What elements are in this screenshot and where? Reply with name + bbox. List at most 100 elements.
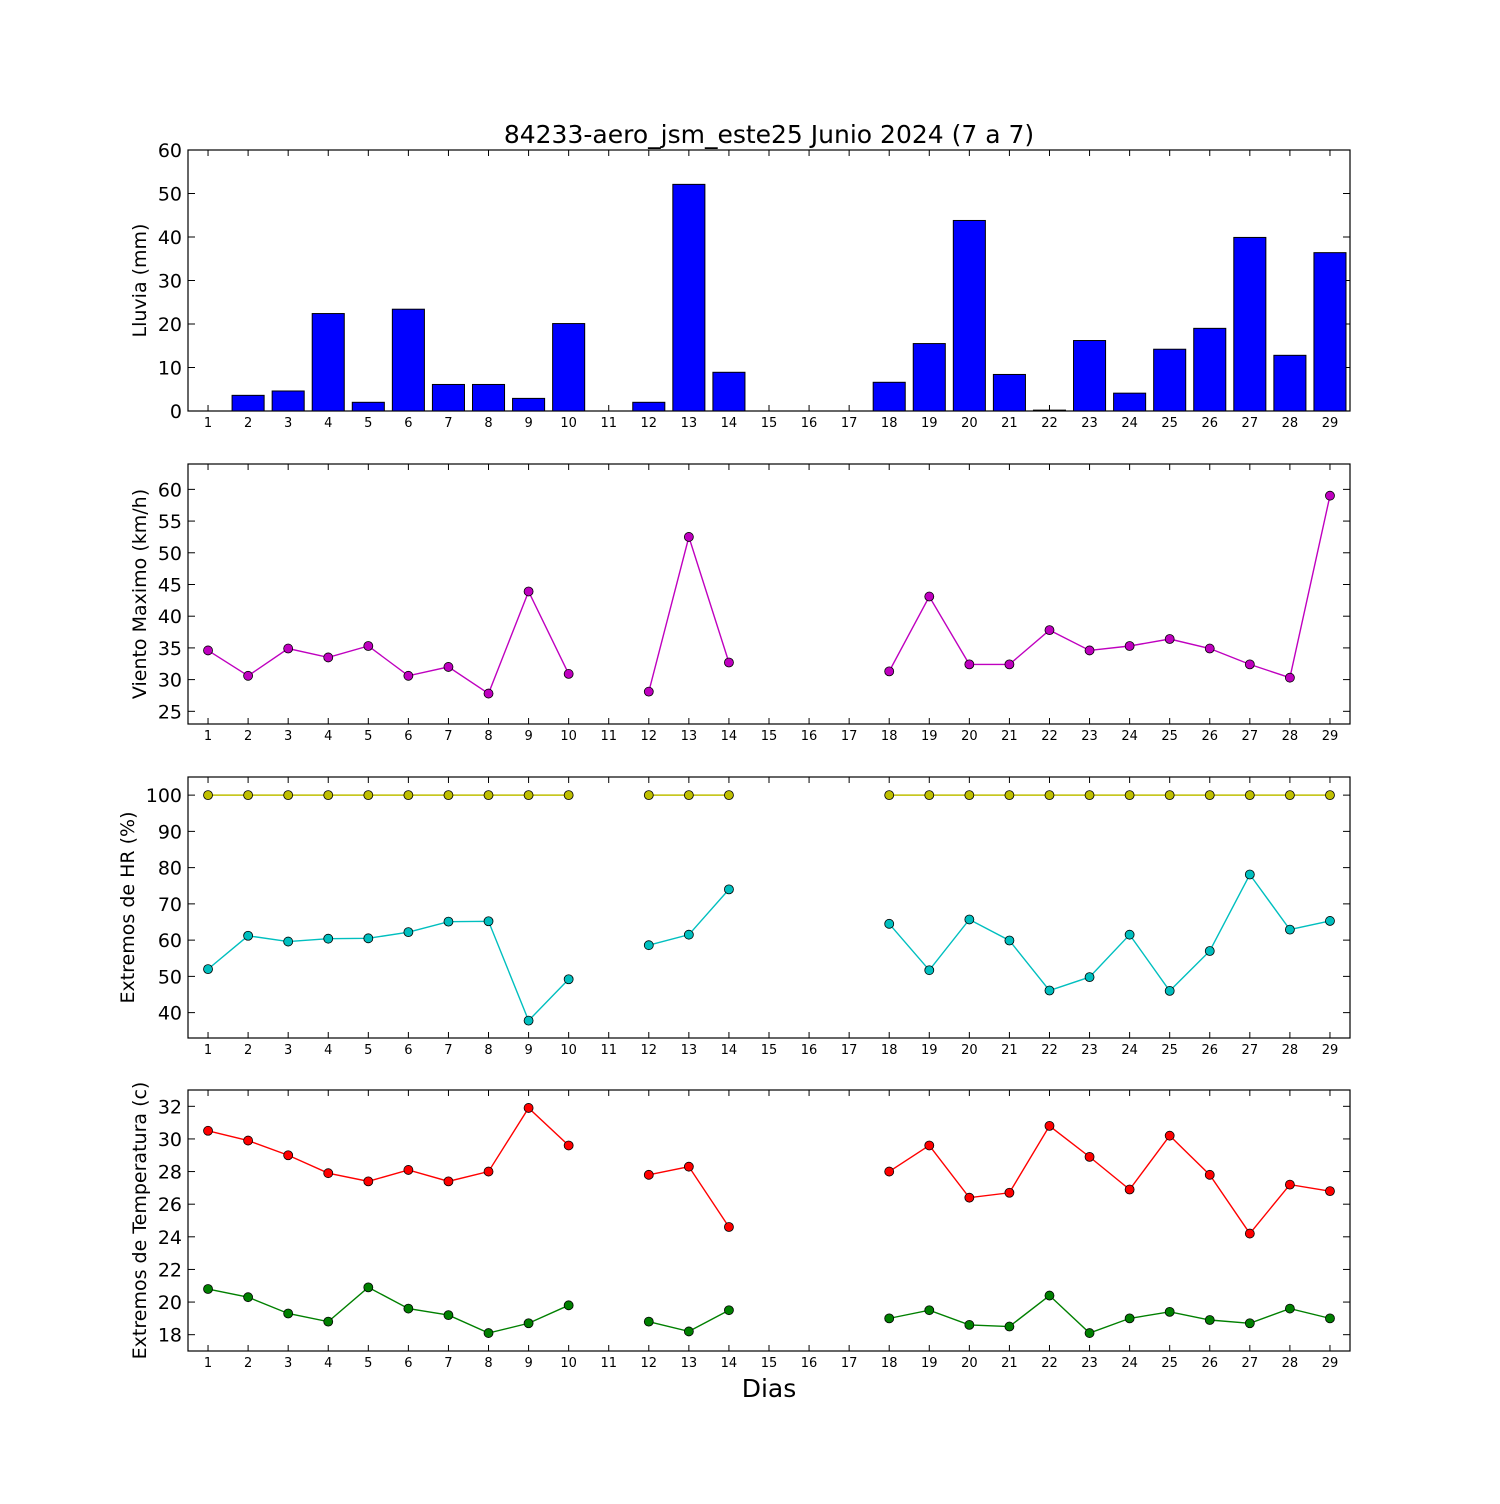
x-tick-label: 9 xyxy=(524,729,532,744)
x-tick-label: 25 xyxy=(1161,1356,1178,1371)
y-tick-label: 25 xyxy=(158,701,182,723)
y-tick-label: 50 xyxy=(158,543,182,565)
x-tick-label: 19 xyxy=(921,1356,938,1371)
series-line xyxy=(888,1124,1331,1235)
data-point xyxy=(363,790,374,801)
data-point xyxy=(483,790,494,801)
x-tick-label: 10 xyxy=(560,1356,577,1371)
x-tick-label: 13 xyxy=(681,1356,698,1371)
y-tick-label: 70 xyxy=(158,894,182,916)
data-point xyxy=(1284,1303,1295,1314)
data-point xyxy=(1044,1290,1055,1301)
data-point xyxy=(1004,1321,1015,1332)
data-point xyxy=(1244,1228,1255,1239)
data-point xyxy=(1084,972,1095,982)
x-tick-label: 26 xyxy=(1201,1043,1218,1058)
series-line xyxy=(889,1294,1331,1334)
x-tick-label: 25 xyxy=(1161,1043,1178,1058)
data-point xyxy=(363,933,374,944)
x-tick-label: 16 xyxy=(801,729,818,744)
data-point xyxy=(523,1318,534,1329)
y-tick-label: 40 xyxy=(158,227,182,249)
data-point xyxy=(443,1176,454,1187)
data-point xyxy=(1325,1313,1335,1324)
y-tick-label: 24 xyxy=(158,1227,182,1249)
data-point xyxy=(1284,1179,1295,1190)
series-line xyxy=(648,534,730,692)
data-point xyxy=(724,1305,734,1316)
data-point xyxy=(964,1320,975,1330)
bar xyxy=(1032,409,1067,412)
data-point xyxy=(203,964,213,975)
x-tick-label: 10 xyxy=(560,729,577,744)
series-line xyxy=(888,873,1331,992)
data-point xyxy=(643,1169,654,1180)
x-tick-label: 2 xyxy=(244,1043,252,1058)
x-tick-label: 15 xyxy=(761,1356,778,1371)
x-tick-label: 17 xyxy=(841,1043,858,1058)
data-point xyxy=(1244,790,1255,801)
bar xyxy=(1273,354,1307,412)
x-tick-label: 23 xyxy=(1081,1356,1098,1371)
x-tick-label: 7 xyxy=(444,1043,452,1058)
x-tick-label: 28 xyxy=(1282,1043,1299,1058)
y-tick-label: 60 xyxy=(158,930,182,952)
data-point xyxy=(323,790,334,801)
data-point xyxy=(1044,985,1055,996)
bar xyxy=(512,397,546,412)
x-tick-label: 12 xyxy=(641,1356,658,1371)
x-tick-label: 4 xyxy=(324,416,332,431)
data-point xyxy=(283,790,294,801)
bar xyxy=(231,394,265,412)
data-point xyxy=(964,790,975,801)
series-line xyxy=(207,920,570,1022)
y-axis-label: Extremos de HR (%) xyxy=(117,811,139,1003)
data-point xyxy=(1084,645,1095,656)
data-point xyxy=(884,918,895,929)
data-point xyxy=(884,666,895,677)
x-tick-label: 14 xyxy=(721,416,738,431)
data-point xyxy=(243,1135,254,1146)
data-point xyxy=(1204,1169,1215,1180)
data-point xyxy=(1325,490,1335,501)
x-tick-label: 26 xyxy=(1201,729,1218,744)
panel-2: 1 2 3 4 5 6 7 8 9 10 11 12 13 14 15 16 17 18 19 20 21 22 23 24 2… xyxy=(129,463,1351,744)
data-point xyxy=(1004,1187,1015,1198)
x-tick-label: 11 xyxy=(600,416,617,431)
y-tick-label: 50 xyxy=(158,184,182,206)
y-tick-label: 32 xyxy=(158,1096,182,1118)
data-point xyxy=(1084,1328,1095,1338)
data-point xyxy=(483,1328,494,1338)
x-tick-label: 24 xyxy=(1121,416,1138,431)
bar xyxy=(351,401,385,412)
data-point xyxy=(1084,790,1095,801)
data-point xyxy=(643,790,654,801)
x-tick-label: 14 xyxy=(721,729,738,744)
panel-4: 1 2 3 4 5 6 7 8 9 10 11 12 13 14 15 16 17 18 19 20 21 22 23 24 2… xyxy=(129,1082,1351,1371)
x-tick-label: 8 xyxy=(484,1356,492,1371)
y-tick-label: 30 xyxy=(158,670,182,692)
x-tick-label: 5 xyxy=(364,1356,372,1371)
x-tick-label: 19 xyxy=(921,1043,938,1058)
y-tick-label: 30 xyxy=(158,271,182,293)
panel-1: 1 2 3 4 5 6 7 8 9 10 11 12 13 14 15 16 17 18 19 20 21 22 23 24 2… xyxy=(129,140,1351,431)
x-tick-label: 18 xyxy=(881,1356,898,1371)
data-point xyxy=(283,936,294,947)
data-point xyxy=(1325,790,1335,801)
data-point xyxy=(283,1308,294,1319)
bar xyxy=(672,183,706,412)
data-point xyxy=(884,1166,895,1177)
x-tick-label: 6 xyxy=(404,1356,412,1371)
data-point xyxy=(443,662,454,672)
y-axis-label: Lluvia (mm) xyxy=(129,224,151,338)
bar xyxy=(912,343,946,412)
x-tick-label: 5 xyxy=(364,1043,372,1058)
data-point xyxy=(243,670,254,681)
x-tick-label: 23 xyxy=(1081,1043,1098,1058)
x-tick-label: 1 xyxy=(204,416,212,431)
x-tick-label: 27 xyxy=(1242,1356,1259,1371)
data-point xyxy=(363,1282,374,1293)
data-point xyxy=(1044,1120,1055,1131)
data-point xyxy=(363,641,374,651)
x-tick-label: 25 xyxy=(1161,416,1178,431)
